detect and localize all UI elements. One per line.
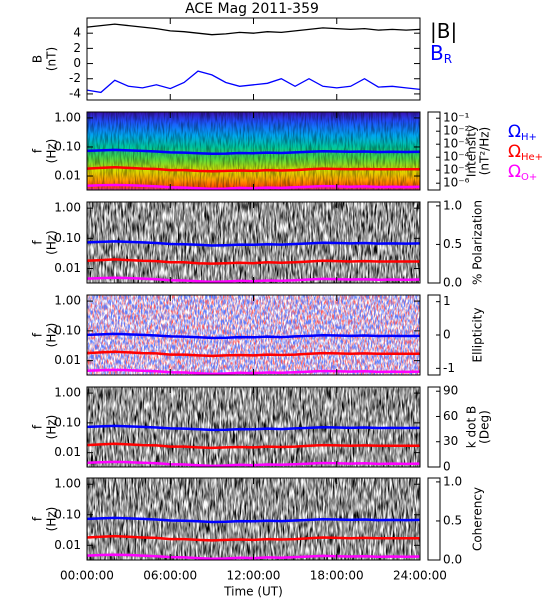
legend-entry: ΩHe+: [508, 142, 543, 163]
colorbar-tick-label: 90: [443, 384, 458, 398]
colorbar-tick-label: 1: [443, 294, 451, 308]
y-tick-label: 0: [73, 56, 81, 70]
y-tick-label: 0.10: [54, 507, 81, 521]
colorbar: [427, 111, 441, 191]
gyrofrequency-line: [86, 148, 421, 156]
legend-name: B: [430, 41, 444, 65]
y-axis-label: (Hz): [45, 230, 59, 255]
y-axis-label: f: [31, 240, 45, 245]
y-tick-label: 0.10: [54, 415, 81, 429]
y-axis-label: (Hz): [45, 415, 59, 440]
colorbar-label: Intensity: [465, 125, 479, 177]
colorbar-tick-label: 0.5: [443, 237, 462, 251]
y-axis-label: (nT): [45, 47, 59, 71]
y-tick-label: 0.10: [54, 231, 81, 245]
gyrofrequency-line: [86, 240, 421, 247]
colorbar-tick-label: 0.0: [443, 553, 462, 567]
legend-subscript: H+: [521, 132, 537, 143]
y-tick-label: 0.01: [54, 261, 81, 275]
y-axis-label: f: [31, 332, 45, 337]
gyrofrequency-line: [86, 442, 420, 450]
data-line: [86, 70, 421, 94]
y-tick-label: 0.01: [54, 353, 81, 367]
y-axis-label: f: [31, 148, 45, 153]
y-tick-label: -4: [69, 86, 81, 100]
y-axis-label: B: [31, 55, 45, 63]
colorbar-tick-label: 10⁻³: [443, 137, 470, 151]
colorbar-label: (Deg): [478, 410, 492, 444]
gyrofrequency-line: [86, 166, 420, 173]
x-tick-label: 00:00:00: [60, 569, 114, 583]
y-tick-label: 0.10: [54, 323, 81, 337]
legend-name: Ω: [508, 122, 521, 142]
y-axis-label: (Hz): [45, 323, 59, 348]
data-line: [86, 23, 421, 36]
y-tick-label: 1.00: [54, 477, 81, 491]
colorbar-tick-label: 0.5: [443, 513, 462, 527]
y-tick-label: 1.00: [54, 386, 81, 400]
colorbar-tick-label: 10⁻¹: [443, 111, 470, 125]
colorbar-tick-label: 1.0: [443, 474, 462, 488]
colorbar-tick-label: 0.0: [443, 276, 462, 290]
colorbar-label: Ellipticity: [471, 308, 485, 363]
colorbar-tick-label: 0: [443, 328, 451, 342]
y-tick-label: 4: [73, 26, 81, 40]
colorbar-label: k dot B: [465, 406, 479, 448]
y-axis-label: f: [31, 516, 45, 521]
y-tick-label: 0.01: [54, 538, 81, 552]
legend-entry: |B|: [430, 19, 457, 43]
legend-entry: BR: [430, 41, 452, 66]
x-axis-label: Time (UT): [223, 585, 283, 599]
colorbar-label: % Polarization: [471, 200, 485, 285]
colorbar-tick-label: -1: [443, 361, 455, 375]
y-tick-label: -2: [69, 71, 81, 85]
y-tick-label: 2: [73, 41, 81, 55]
colorbar: [427, 477, 441, 561]
gyrofrequency-line: [86, 258, 420, 265]
colorbar-tick-label: 10⁻⁶: [443, 176, 470, 190]
x-tick-label: 12:00:00: [227, 569, 281, 583]
legend-entry: ΩO+: [508, 162, 537, 183]
colorbar-tick-label: 30: [443, 434, 458, 448]
x-tick-label: 24:00:00: [393, 569, 447, 583]
y-tick-label: 1.00: [54, 201, 81, 215]
y-axis-label: (Hz): [45, 507, 59, 532]
legend-name: Ω: [508, 162, 521, 182]
colorbar: [427, 386, 441, 468]
legend-name: |B|: [430, 19, 457, 43]
gyrofrequency-line: [86, 424, 421, 432]
y-tick-label: 0.10: [54, 139, 81, 153]
y-tick-label: 0.01: [54, 169, 81, 183]
colorbar-tick-label: 0: [443, 460, 451, 474]
gyrofrequency-line: [86, 350, 420, 358]
legend-subscript: He+: [521, 152, 543, 163]
y-tick-label: 0.01: [54, 445, 81, 459]
y-tick-label: 1.00: [54, 294, 81, 308]
colorbar-label: (nT²/Hz): [478, 127, 492, 175]
colorbar-tick-label: 1.0: [443, 198, 462, 212]
colorbar-label: Coherency: [471, 487, 485, 551]
colorbar-tick-label: 10⁻²: [443, 124, 470, 138]
colorbar-tick-label: 10⁻⁵: [443, 163, 470, 177]
legend-name: Ω: [508, 142, 521, 162]
colorbar: [427, 201, 441, 284]
legend-subscript: R: [444, 52, 452, 66]
y-axis-label: f: [31, 424, 45, 429]
x-tick-label: 18:00:00: [310, 569, 364, 583]
y-tick-label: 1.00: [54, 110, 81, 124]
colorbar-tick-label: 60: [443, 409, 458, 423]
gyrofrequency-line: [86, 332, 421, 340]
legend-subscript: O+: [521, 172, 537, 183]
y-axis-label: (Hz): [45, 139, 59, 164]
legend-entry: ΩH+: [508, 122, 537, 143]
gyrofrequency-line: [86, 534, 420, 542]
x-tick-label: 06:00:00: [143, 569, 197, 583]
chart-title: ACE Mag 2011-359: [185, 1, 319, 17]
gyrofrequency-line: [86, 516, 421, 524]
colorbar-tick-label: 10⁻⁴: [443, 150, 470, 164]
